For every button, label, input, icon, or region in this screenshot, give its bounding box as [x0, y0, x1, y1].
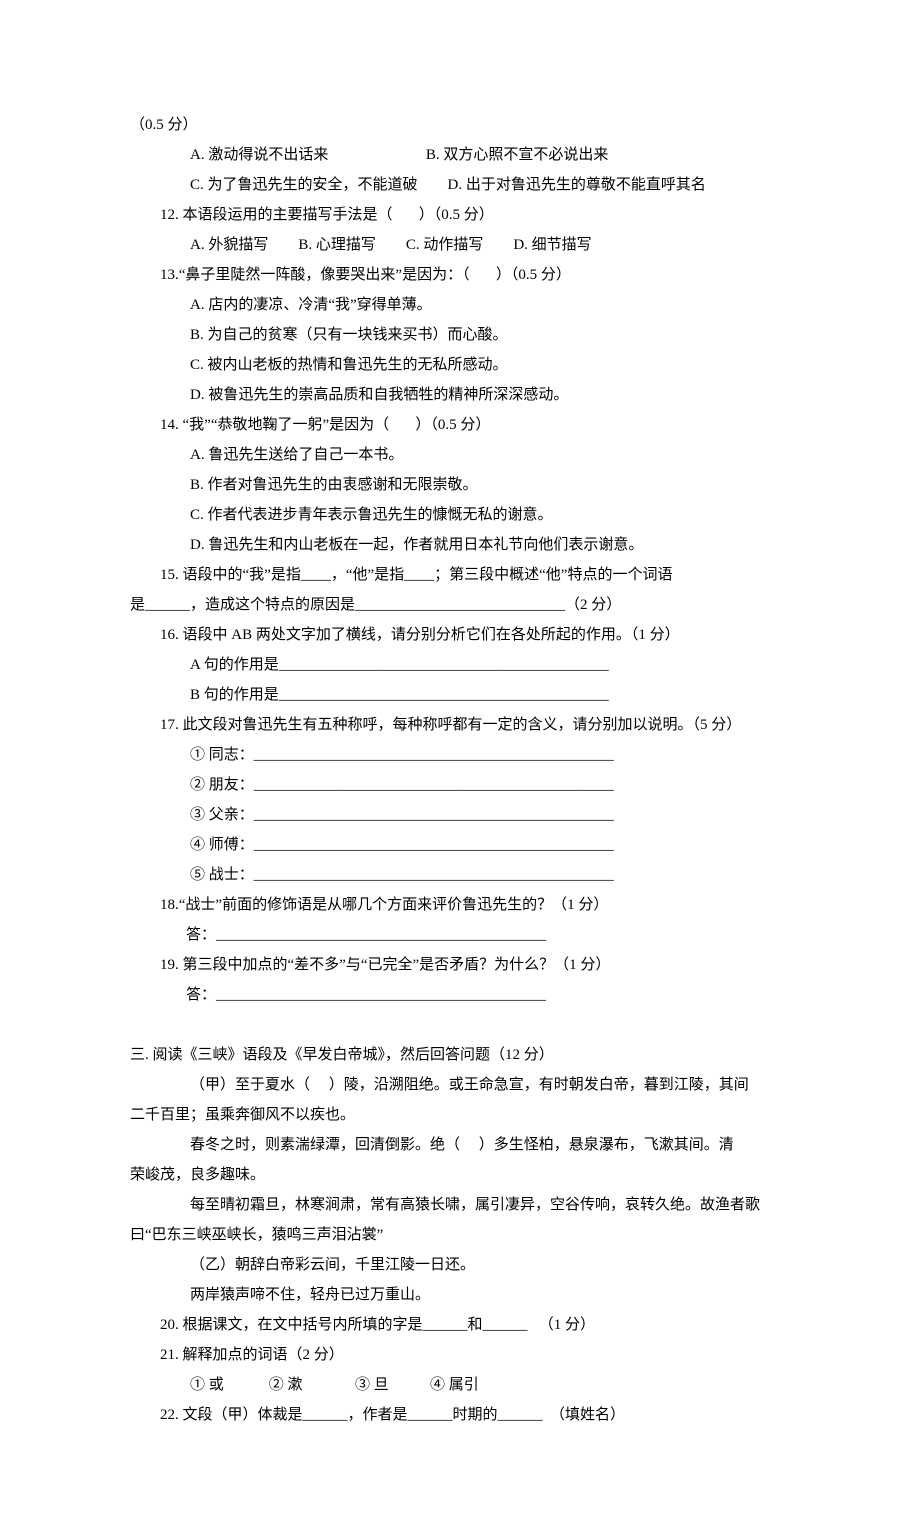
- text-line: B 句的作用是_________________________________…: [130, 680, 790, 710]
- text-line: 13.“鼻子里陡然一阵酸，像要哭出来”是因为：（ ）（0.5 分）: [130, 260, 790, 290]
- text-line: 春冬之时，则素湍绿潭，回清倒影。绝（ ）多生怪柏，悬泉瀑布，飞漱其间。清: [130, 1130, 790, 1160]
- text-line: C. 被内山老板的热情和鲁迅先生的无私所感动。: [130, 350, 790, 380]
- text-line: 18.“战士”前面的修饰语是从哪几个方面来评价鲁迅先生的？（1 分）: [130, 890, 790, 920]
- text-line: ① 同志：___________________________________…: [130, 740, 790, 770]
- text-line: 每至晴初霜旦，林寒涧肃，常有高猿长啸，属引凄异，空谷传响，哀转久绝。故渔者歌: [130, 1190, 790, 1220]
- text-line: 是______，造成这个特点的原因是______________________…: [130, 590, 790, 620]
- text-line: 14. “我”“恭敬地鞠了一躬”是因为（ ）（0.5 分）: [130, 410, 790, 440]
- text-line: ② 朋友：___________________________________…: [130, 770, 790, 800]
- text-line: 答：______________________________________…: [130, 980, 790, 1010]
- text-line: 答：______________________________________…: [130, 920, 790, 950]
- text-line: D. 鲁迅先生和内山老板在一起，作者就用日本礼节向他们表示谢意。: [130, 530, 790, 560]
- text-line: A. 鲁迅先生送给了自己一本书。: [130, 440, 790, 470]
- text-line: B. 为自己的贫寒（只有一块钱来买书）而心酸。: [130, 320, 790, 350]
- text-line: ④ 师傅：___________________________________…: [130, 830, 790, 860]
- text-line: ⑤ 战士：___________________________________…: [130, 860, 790, 890]
- text-line: 三. 阅读《三峡》语段及《早发白帝城》，然后回答问题（12 分）: [130, 1040, 790, 1070]
- text-line: 22. 文段（甲）体裁是______，作者是______时期的______ （填…: [130, 1400, 790, 1430]
- text-line: C. 为了鲁迅先生的安全，不能道破 D. 出于对鲁迅先生的尊敬不能直呼其名: [130, 170, 790, 200]
- text-line: A. 店内的凄凉、冷清“我”穿得单薄。: [130, 290, 790, 320]
- text-line: （甲）至于夏水（ ）陵，沿溯阻绝。或王命急宣，有时朝发白帝，暮到江陵，其间: [130, 1070, 790, 1100]
- text-line: 两岸猿声啼不住，轻舟已过万重山。: [130, 1280, 790, 1310]
- text-line: A. 外貌描写 B. 心理描写 C. 动作描写 D. 细节描写: [130, 230, 790, 260]
- text-line: 17. 此文段对鲁迅先生有五种称呼，每种称呼都有一定的含义，请分别加以说明。（5…: [130, 710, 790, 740]
- text-line: 21. 解释加点的词语（2 分）: [130, 1340, 790, 1370]
- text-line: 20. 根据课文，在文中括号内所填的字是______和______ （1 分）: [130, 1310, 790, 1340]
- text-line: 19. 第三段中加点的“差不多”与“已完全”是否矛盾？为什么？（1 分）: [130, 950, 790, 980]
- text-line: 二千百里；虽乘奔御风不以疾也。: [130, 1100, 790, 1130]
- text-line: 15. 语段中的“我”是指____，“他”是指____；第三段中概述“他”特点的…: [130, 560, 790, 590]
- text-line: A 句的作用是_________________________________…: [130, 650, 790, 680]
- text-line: [130, 1010, 790, 1040]
- text-line: C. 作者代表进步青年表示鲁迅先生的慷慨无私的谢意。: [130, 500, 790, 530]
- text-line: 曰“巴东三峡巫峡长，猿鸣三声泪沾裳”: [130, 1220, 790, 1250]
- text-line: 16. 语段中 AB 两处文字加了横线，请分别分析它们在各处所起的作用。（1 分…: [130, 620, 790, 650]
- document-page: （0.5 分）A. 激动得说不出话来 B. 双方心照不宣不必说出来C. 为了鲁迅…: [0, 0, 920, 1540]
- text-line: （0.5 分）: [130, 110, 790, 140]
- text-line: 荣峻茂，良多趣味。: [130, 1160, 790, 1190]
- text-line: ① 或 ② 漱 ③ 旦 ④ 属引: [130, 1370, 790, 1400]
- text-line: D. 被鲁迅先生的崇高品质和自我牺牲的精神所深深感动。: [130, 380, 790, 410]
- text-line: ③ 父亲：___________________________________…: [130, 800, 790, 830]
- text-line: B. 作者对鲁迅先生的由衷感谢和无限崇敬。: [130, 470, 790, 500]
- text-line: （乙）朝辞白帝彩云间，千里江陵一日还。: [130, 1250, 790, 1280]
- text-line: 12. 本语段运用的主要描写手法是（ ）（0.5 分）: [130, 200, 790, 230]
- text-line: A. 激动得说不出话来 B. 双方心照不宣不必说出来: [130, 140, 790, 170]
